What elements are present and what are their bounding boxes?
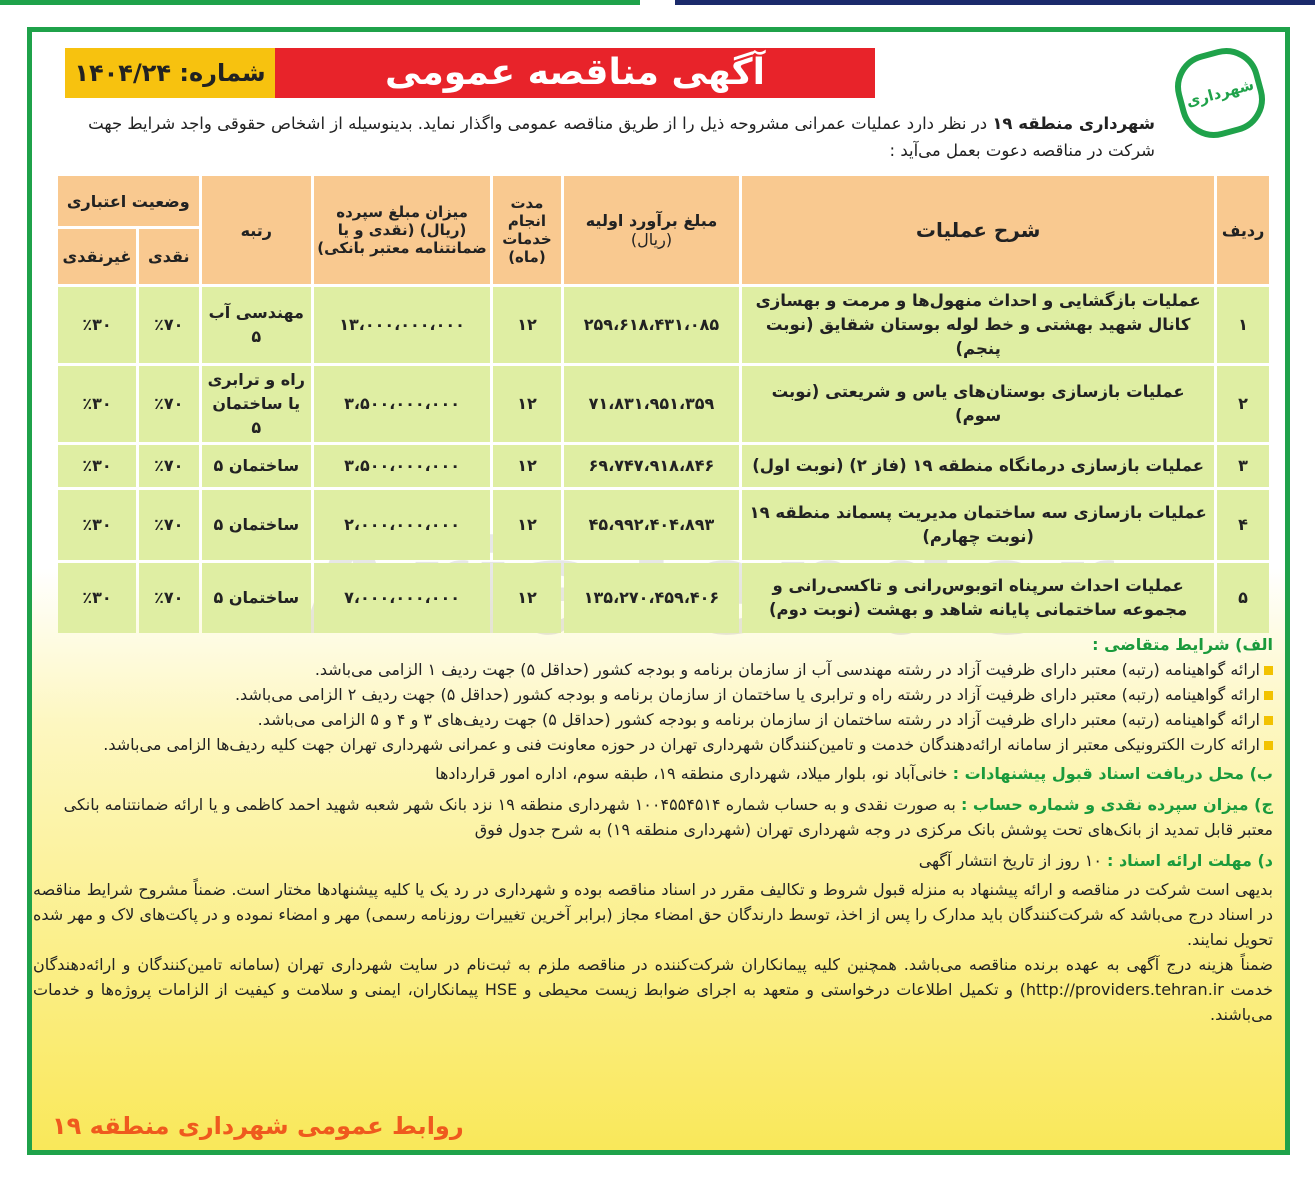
condition-text: ارائه کارت الکترونیکی معتبر از سامانه ار…	[103, 735, 1260, 754]
bullet-icon	[1264, 666, 1273, 675]
col-estimate: مبلغ برآورد اولیه (ریال)	[563, 176, 740, 284]
cell-grade: راه و ترابری یا ساختمان ۵	[201, 366, 311, 442]
condition-item: ارائه کارت الکترونیکی معتبر از سامانه ار…	[33, 732, 1273, 757]
cell-deposit: ۲،۰۰۰،۰۰۰،۰۰۰	[313, 490, 491, 560]
cell-grade: ساختمان ۵	[201, 490, 311, 560]
col-cash: نقدی	[138, 229, 199, 284]
top-green-strip	[0, 0, 640, 5]
cell-duration: ۱۲	[493, 287, 561, 363]
cell-row-no: ۳	[1217, 445, 1269, 487]
cell-desc: عملیات بازسازی درمانگاه منطقه ۱۹ (فاز ۲)…	[742, 445, 1215, 487]
conditions-body: الف) شرایط متقاضی : ارائه گواهینامه (رتب…	[33, 632, 1273, 1027]
condition-text: ارائه گواهینامه (رتبه) معتبر دارای ظرفیت…	[234, 685, 1260, 704]
col-duration: مدت انجام خدمات (ماه)	[493, 176, 561, 284]
cell-cash: ٪۷۰	[138, 563, 199, 633]
cell-estimate: ۱۳۵،۲۷۰،۴۵۹،۴۰۶	[563, 563, 740, 633]
cell-noncash: ٪۳۰	[58, 366, 136, 442]
deadline-text: ۱۰ روز از تاریخ انتشار آگهی	[918, 851, 1107, 870]
location-heading: ب) محل دریافت اسناد قبول پیشنهادات :	[952, 764, 1273, 783]
cell-estimate: ۷۱،۸۳۱،۹۵۱،۳۵۹	[563, 366, 740, 442]
table-row: ۱ عملیات بازگشایی و احداث منهول‌ها و مرمت…	[58, 287, 1269, 363]
cell-duration: ۱۲	[493, 563, 561, 633]
cell-deposit: ۳،۵۰۰،۰۰۰،۰۰۰	[313, 366, 491, 442]
signature: روابط عمومی شهرداری منطقه ۱۹	[52, 1112, 464, 1140]
conditions-heading: الف) شرایط متقاضی :	[1092, 635, 1273, 654]
cell-estimate: ۲۵۹،۶۱۸،۴۳۱،۰۸۵	[563, 287, 740, 363]
cell-duration: ۱۲	[493, 490, 561, 560]
table-row: ۴ عملیات بازسازی سه ساختمان مدیریت پسماند…	[58, 490, 1269, 560]
table-row: ۲ عملیات بازسازی بوستان‌های یاس و شریعتی …	[58, 366, 1269, 442]
table-row: ۵ عملیات احداث سرپناه اتوبوس‌رانی و تاکسی…	[58, 563, 1269, 633]
cell-noncash: ٪۳۰	[58, 563, 136, 633]
intro-text: در نظر دارد عملیات عمرانی مشروحه ذیل را …	[88, 114, 1155, 160]
deadline-section: د) مهلت ارائه اسناد : ۱۰ روز از تاریخ ان…	[33, 848, 1273, 873]
cell-cash: ٪۷۰	[138, 366, 199, 442]
col-grade: رتبه	[201, 176, 311, 284]
condition-item: ارائه گواهینامه (رتبه) معتبر دارای ظرفیت…	[33, 707, 1273, 732]
cell-cash: ٪۷۰	[138, 287, 199, 363]
col-deposit: میزان مبلغ سپرده (ریال) (نقدی و یا ضمانت…	[313, 176, 491, 284]
deposit-text: به صورت نقدی و به حساب شماره ۱۰۰۴۵۵۴۵۱۴ …	[63, 795, 1273, 839]
bullet-icon	[1264, 716, 1273, 725]
deposit-heading: ج) میزان سپرده نقدی و شماره حساب :	[960, 795, 1273, 814]
bullet-icon	[1264, 691, 1273, 700]
location-section: ب) محل دریافت اسناد قبول پیشنهادات : خان…	[33, 761, 1273, 786]
cell-row-no: ۴	[1217, 490, 1269, 560]
cell-cash: ٪۷۰	[138, 490, 199, 560]
cell-desc: عملیات بازسازی بوستان‌های یاس و شریعتی (…	[742, 366, 1215, 442]
ad-title: آگهی مناقصه عمومی	[275, 48, 875, 98]
top-blue-strip	[675, 0, 1315, 5]
bullet-icon	[1264, 741, 1273, 750]
cell-noncash: ٪۳۰	[58, 445, 136, 487]
tender-ad: شهرداری آگهی مناقصه عمومی شماره: ۱۴۰۴/۲۴…	[27, 27, 1290, 1155]
condition-item: ارائه گواهینامه (رتبه) معتبر دارای ظرفیت…	[33, 657, 1273, 682]
cell-grade: مهندسی آب ۵	[201, 287, 311, 363]
col-credit: وضعیت اعتباری	[58, 176, 199, 226]
cell-row-no: ۱	[1217, 287, 1269, 363]
table-row: ۳ عملیات بازسازی درمانگاه منطقه ۱۹ (فاز ۲…	[58, 445, 1269, 487]
cell-duration: ۱۲	[493, 445, 561, 487]
col-row: ردیف	[1217, 176, 1269, 284]
intro-paragraph: شهرداری منطقه ۱۹ در نظر دارد عملیات عمرا…	[45, 110, 1155, 164]
cell-cash: ٪۷۰	[138, 445, 199, 487]
cell-noncash: ٪۳۰	[58, 490, 136, 560]
cell-duration: ۱۲	[493, 366, 561, 442]
estimate-unit: (ریال)	[630, 230, 673, 249]
location-text: خانی‌آباد نو، بلوار میلاد، شهرداری منطقه…	[435, 764, 953, 783]
condition-text: ارائه گواهینامه (رتبه) معتبر دارای ظرفیت…	[314, 660, 1260, 679]
deadline-heading: د) مهلت ارائه اسناد :	[1107, 851, 1273, 870]
ad-number: شماره: ۱۴۰۴/۲۴	[65, 48, 275, 98]
col-noncash: غیرنقدی	[58, 229, 136, 284]
cell-desc: عملیات بازگشایی و احداث منهول‌ها و مرمت …	[742, 287, 1215, 363]
condition-item: ارائه گواهینامه (رتبه) معتبر دارای ظرفیت…	[33, 682, 1273, 707]
col-desc: شرح عملیات	[742, 176, 1215, 284]
note-2: ضمناً هزینه درج آگهی به عهده برنده مناقص…	[33, 955, 1274, 1024]
cell-estimate: ۴۵،۹۹۲،۴۰۴،۸۹۳	[563, 490, 740, 560]
cell-noncash: ٪۳۰	[58, 287, 136, 363]
cell-grade: ساختمان ۵	[201, 563, 311, 633]
cell-grade: ساختمان ۵	[201, 445, 311, 487]
note-1: بدیهی است شرکت در مناقصه و ارائه پیشنهاد…	[33, 880, 1273, 949]
operations-table: ردیف شرح عملیات مبلغ برآورد اولیه (ریال) …	[55, 173, 1272, 636]
conditions-list: ارائه گواهینامه (رتبه) معتبر دارای ظرفیت…	[33, 657, 1273, 757]
cell-desc: عملیات احداث سرپناه اتوبوس‌رانی و تاکسی‌…	[742, 563, 1215, 633]
cell-desc: عملیات بازسازی سه ساختمان مدیریت پسماند …	[742, 490, 1215, 560]
cell-deposit: ۱۳،۰۰۰،۰۰۰،۰۰۰	[313, 287, 491, 363]
tehran-municipality-logo: شهرداری	[1167, 40, 1273, 146]
cell-deposit: ۳،۵۰۰،۰۰۰،۰۰۰	[313, 445, 491, 487]
deposit-section: ج) میزان سپرده نقدی و شماره حساب : به صو…	[33, 792, 1273, 842]
cell-estimate: ۶۹،۷۴۷،۹۱۸،۸۴۶	[563, 445, 740, 487]
cell-deposit: ۷،۰۰۰،۰۰۰،۰۰۰	[313, 563, 491, 633]
org-name: شهرداری منطقه ۱۹	[992, 114, 1155, 133]
cell-row-no: ۲	[1217, 366, 1269, 442]
cell-row-no: ۵	[1217, 563, 1269, 633]
estimate-label: مبلغ برآورد اولیه	[585, 211, 718, 230]
condition-text: ارائه گواهینامه (رتبه) معتبر دارای ظرفیت…	[257, 710, 1260, 729]
